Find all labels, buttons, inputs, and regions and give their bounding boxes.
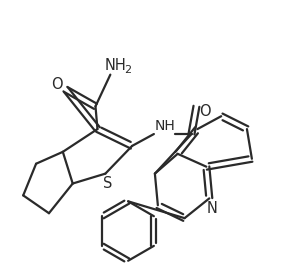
Text: N: N bbox=[207, 201, 218, 216]
Text: 2: 2 bbox=[125, 65, 132, 75]
Text: S: S bbox=[103, 176, 112, 191]
Text: NH: NH bbox=[104, 58, 126, 73]
Text: O: O bbox=[200, 104, 211, 119]
Text: NH: NH bbox=[154, 119, 175, 133]
Text: O: O bbox=[51, 77, 63, 92]
